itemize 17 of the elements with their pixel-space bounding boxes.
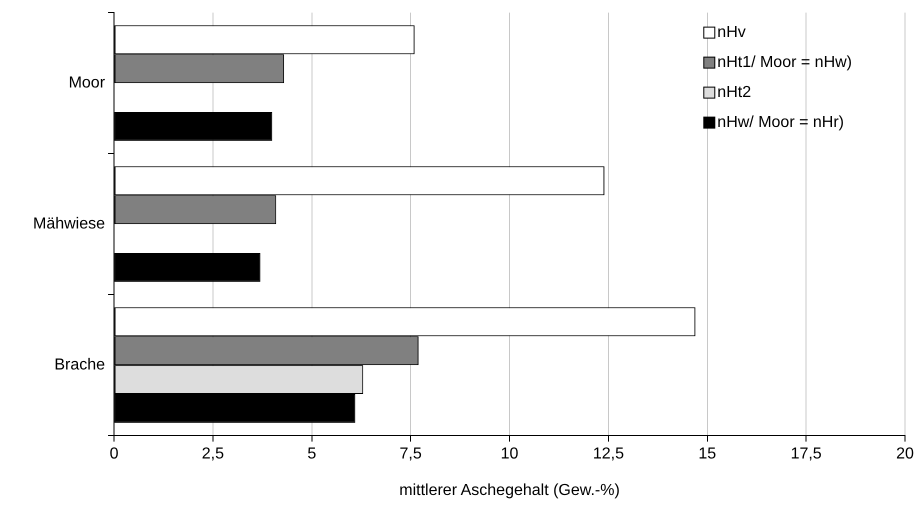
legend-label: nHt1/ Moor = nHw) — [717, 54, 852, 72]
y-tick-label: Moor — [68, 74, 106, 92]
y-tick-label: Mähwiese — [33, 216, 106, 233]
legend-label: nHw/ Moor = nHr) — [717, 114, 844, 132]
x-tick-label: 12,5 — [592, 446, 624, 463]
x-tick-label: 10 — [500, 446, 519, 463]
x-tick-label: 20 — [896, 446, 914, 463]
y-tick-label: Brache — [54, 356, 106, 374]
x-tick-label: 2,5 — [202, 446, 224, 463]
x-tick-label: 0 — [110, 446, 119, 463]
x-tick-label: 5 — [307, 446, 316, 463]
x-tick-label: 15 — [698, 446, 716, 463]
legend-label: nHv — [717, 24, 746, 42]
x-tick-label: 17,5 — [790, 446, 822, 463]
x-axis-title: mittlerer Aschegehalt (Gew.-%) — [399, 482, 620, 499]
legend-label: nHt2 — [717, 84, 752, 102]
x-tick-label: 7,5 — [400, 446, 422, 463]
